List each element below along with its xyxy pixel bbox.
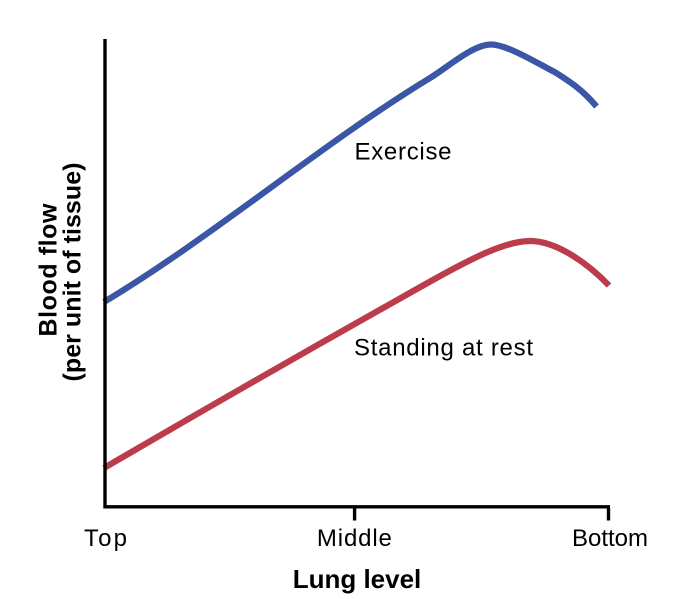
svg-text:(per unit of tissue): (per unit of tissue) [59, 163, 87, 382]
svg-text:Top: Top [84, 525, 127, 552]
svg-text:Middle: Middle [317, 525, 392, 552]
svg-text:Bottom: Bottom [572, 525, 648, 552]
svg-text:Blood flow: Blood flow [35, 203, 63, 337]
svg-text:Exercise: Exercise [355, 138, 452, 165]
svg-text:Standing at rest: Standing at rest [354, 335, 533, 362]
svg-text:Lung level: Lung level [293, 564, 422, 594]
